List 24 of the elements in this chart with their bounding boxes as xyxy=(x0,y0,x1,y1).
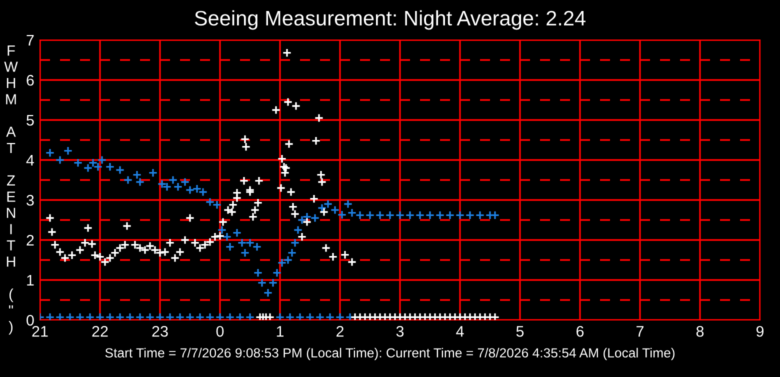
y-tick-label: 2 xyxy=(26,234,34,246)
x-tick-label: 5 xyxy=(516,326,524,337)
x-tick-label: 3 xyxy=(396,326,404,337)
chart-title: Seeing Measurement: Night Average: 2.24 xyxy=(194,10,586,30)
x-tick-label: 6 xyxy=(576,326,584,337)
x-tick-label: 8 xyxy=(696,326,704,337)
x-tick-label: 4 xyxy=(456,326,464,337)
x-tick-label: 0 xyxy=(216,326,224,337)
y-tick-label: 3 xyxy=(26,194,34,206)
x-tick-label: 7 xyxy=(636,326,644,337)
y-tick-label: 4 xyxy=(26,155,34,166)
y-tick-label: 1 xyxy=(27,275,34,286)
y-tick-label: 0 xyxy=(26,314,34,326)
x-tick-label: 9 xyxy=(756,326,764,337)
x-tick-label: 2 xyxy=(336,326,344,337)
x-tick-label: 23 xyxy=(152,326,168,337)
text: FWHM AT ZENITH (") xyxy=(4,46,18,335)
x-tick-label: 21 xyxy=(32,326,48,337)
y-tick-label: 5 xyxy=(26,115,34,126)
x-tick-label: 22 xyxy=(92,326,108,337)
y-tick-label: 7 xyxy=(26,35,34,46)
text: Start Time = 7/7/2026 9:08:53 PM (Local Time): Current Time = 7/8/2026 4:35:54 AM (Local Time) xyxy=(105,348,674,360)
x-tick-label: 1 xyxy=(276,326,284,337)
y-tick-label: 6 xyxy=(26,74,34,86)
